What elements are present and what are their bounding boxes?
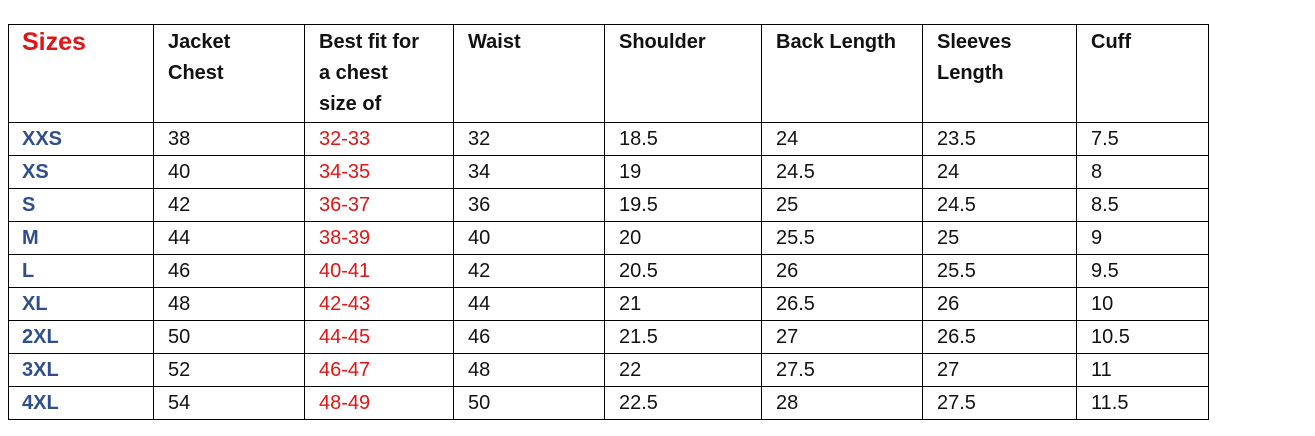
cell-sizes: 2XL — [8, 320, 154, 354]
cell-waist: 32 — [453, 122, 605, 156]
cell-sizes: XXS — [8, 122, 154, 156]
cell-sleeves-length: 27.5 — [922, 386, 1077, 420]
cell-sleeves-length: 26 — [922, 287, 1077, 321]
table-row: 2XL 50 44-45 46 21.5 27 26.5 10.5 — [8, 320, 1209, 354]
cell-jacket-chest: 48 — [153, 287, 305, 321]
cell-jacket-chest: 42 — [153, 188, 305, 222]
cell-shoulder: 21.5 — [604, 320, 762, 354]
cell-waist: 36 — [453, 188, 605, 222]
cell-back-length: 25 — [761, 188, 923, 222]
header-back-length: Back Length — [761, 24, 923, 123]
header-jacket-chest: Jacket Chest — [153, 24, 305, 123]
cell-cuff: 11 — [1076, 353, 1209, 387]
cell-sizes: L — [8, 254, 154, 288]
header-row: Sizes Jacket Chest Best fit for a chest si… — [8, 24, 1209, 123]
cell-sleeves-length: 26.5 — [922, 320, 1077, 354]
header-sizes: Sizes — [8, 24, 154, 123]
cell-shoulder: 21 — [604, 287, 762, 321]
cell-waist: 44 — [453, 287, 605, 321]
cell-jacket-chest: 40 — [153, 155, 305, 189]
cell-best-fit-chest: 34-35 — [304, 155, 454, 189]
cell-sleeves-length: 27 — [922, 353, 1077, 387]
cell-best-fit-chest: 42-43 — [304, 287, 454, 321]
cell-cuff: 10 — [1076, 287, 1209, 321]
cell-best-fit-chest: 36-37 — [304, 188, 454, 222]
cell-back-length: 24.5 — [761, 155, 923, 189]
cell-shoulder: 18.5 — [604, 122, 762, 156]
cell-best-fit-chest: 40-41 — [304, 254, 454, 288]
header-best-fit-chest: Best fit for a chest size of — [304, 24, 454, 123]
cell-shoulder: 20.5 — [604, 254, 762, 288]
cell-sleeves-length: 23.5 — [922, 122, 1077, 156]
header-waist: Waist — [453, 24, 605, 123]
cell-cuff: 9.5 — [1076, 254, 1209, 288]
table-row: XXS 38 32-33 32 18.5 24 23.5 7.5 — [8, 122, 1209, 156]
cell-back-length: 24 — [761, 122, 923, 156]
table-row: XS 40 34-35 34 19 24.5 24 8 — [8, 155, 1209, 189]
cell-waist: 34 — [453, 155, 605, 189]
cell-back-length: 25.5 — [761, 221, 923, 255]
cell-cuff: 9 — [1076, 221, 1209, 255]
cell-sleeves-length: 24 — [922, 155, 1077, 189]
cell-sizes: S — [8, 188, 154, 222]
cell-shoulder: 19 — [604, 155, 762, 189]
cell-back-length: 27.5 — [761, 353, 923, 387]
cell-sleeves-length: 25.5 — [922, 254, 1077, 288]
cell-waist: 42 — [453, 254, 605, 288]
cell-jacket-chest: 52 — [153, 353, 305, 387]
cell-best-fit-chest: 46-47 — [304, 353, 454, 387]
cell-cuff: 8 — [1076, 155, 1209, 189]
cell-best-fit-chest: 38-39 — [304, 221, 454, 255]
table-row: M 44 38-39 40 20 25.5 25 9 — [8, 221, 1209, 255]
cell-cuff: 8.5 — [1076, 188, 1209, 222]
cell-jacket-chest: 38 — [153, 122, 305, 156]
cell-shoulder: 19.5 — [604, 188, 762, 222]
cell-back-length: 28 — [761, 386, 923, 420]
cell-waist: 48 — [453, 353, 605, 387]
cell-waist: 40 — [453, 221, 605, 255]
cell-sizes: 3XL — [8, 353, 154, 387]
cell-waist: 46 — [453, 320, 605, 354]
table-row: 3XL 52 46-47 48 22 27.5 27 11 — [8, 353, 1209, 387]
table-row: L 46 40-41 42 20.5 26 25.5 9.5 — [8, 254, 1209, 288]
cell-cuff: 7.5 — [1076, 122, 1209, 156]
cell-cuff: 10.5 — [1076, 320, 1209, 354]
cell-sleeves-length: 25 — [922, 221, 1077, 255]
cell-best-fit-chest: 32-33 — [304, 122, 454, 156]
header-shoulder: Shoulder — [604, 24, 762, 123]
cell-jacket-chest: 54 — [153, 386, 305, 420]
cell-back-length: 26 — [761, 254, 923, 288]
cell-sizes: XS — [8, 155, 154, 189]
table-row: XL 48 42-43 44 21 26.5 26 10 — [8, 287, 1209, 321]
table-row: 4XL 54 48-49 50 22.5 28 27.5 11.5 — [8, 386, 1209, 420]
cell-shoulder: 20 — [604, 221, 762, 255]
header-cuff: Cuff — [1076, 24, 1209, 123]
cell-back-length: 26.5 — [761, 287, 923, 321]
header-sleeves-length: Sleeves Length — [922, 24, 1077, 123]
table-row: S 42 36-37 36 19.5 25 24.5 8.5 — [8, 188, 1209, 222]
size-chart-table: Sizes Jacket Chest Best fit for a chest si… — [8, 24, 1209, 420]
cell-cuff: 11.5 — [1076, 386, 1209, 420]
cell-back-length: 27 — [761, 320, 923, 354]
cell-shoulder: 22.5 — [604, 386, 762, 420]
cell-sizes: M — [8, 221, 154, 255]
cell-best-fit-chest: 48-49 — [304, 386, 454, 420]
cell-jacket-chest: 44 — [153, 221, 305, 255]
cell-sizes: 4XL — [8, 386, 154, 420]
cell-jacket-chest: 50 — [153, 320, 305, 354]
cell-sizes: XL — [8, 287, 154, 321]
cell-jacket-chest: 46 — [153, 254, 305, 288]
cell-sleeves-length: 24.5 — [922, 188, 1077, 222]
cell-waist: 50 — [453, 386, 605, 420]
cell-shoulder: 22 — [604, 353, 762, 387]
cell-best-fit-chest: 44-45 — [304, 320, 454, 354]
